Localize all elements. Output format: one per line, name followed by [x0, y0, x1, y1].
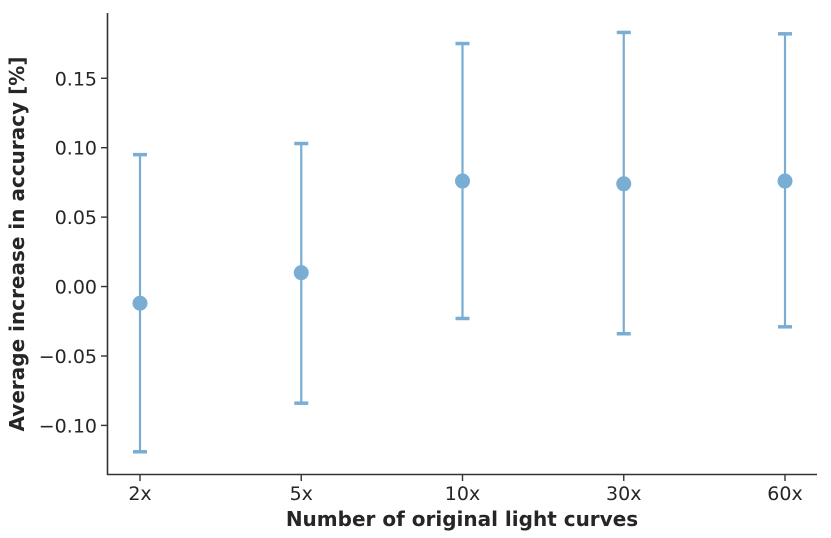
y-axis-title: Average increase in accuracy [%]	[5, 57, 29, 432]
data-point	[777, 173, 793, 189]
y-tick-label: 0.10	[55, 138, 97, 160]
y-tick-label: 0.00	[55, 277, 97, 299]
y-tick-label: −0.10	[39, 415, 97, 437]
x-tick-label: 2x	[128, 483, 151, 505]
x-tick-label: 30x	[606, 483, 641, 505]
plot-area	[132, 30, 793, 454]
y-tick-label: 0.15	[55, 68, 97, 90]
x-tick-label: 60x	[767, 483, 802, 505]
y-tick-label: −0.05	[39, 346, 97, 368]
x-tick-label: 5x	[290, 483, 313, 505]
x-ticks: 2x 5x 10x 30x 60x	[128, 475, 803, 505]
x-axis-title: Number of original light curves	[286, 507, 638, 531]
data-point	[455, 173, 470, 189]
data-point	[616, 176, 632, 192]
x-tick-label: 10x	[445, 483, 480, 505]
data-point	[293, 265, 309, 281]
y-tick-label: 0.05	[55, 207, 97, 229]
y-ticks: −0.10 −0.05 0.00 0.05 0.10 0.15	[39, 68, 107, 437]
data-point	[132, 295, 148, 311]
